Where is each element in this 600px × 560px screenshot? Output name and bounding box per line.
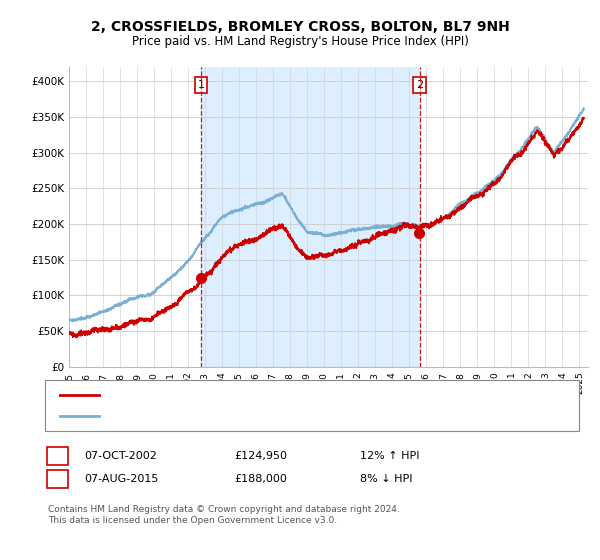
Bar xyxy=(201,67,419,367)
Text: 07-OCT-2002: 07-OCT-2002 xyxy=(84,451,157,461)
Text: 12% ↑ HPI: 12% ↑ HPI xyxy=(360,451,419,461)
Text: 07-AUG-2015: 07-AUG-2015 xyxy=(84,474,158,484)
Text: 1: 1 xyxy=(198,80,205,90)
Text: 1: 1 xyxy=(54,450,61,463)
Text: HPI: Average price, detached house, Bolton: HPI: Average price, detached house, Bolt… xyxy=(105,410,331,421)
Text: £188,000: £188,000 xyxy=(234,474,287,484)
Text: 2: 2 xyxy=(416,80,423,90)
Text: Contains HM Land Registry data © Crown copyright and database right 2024.
This d: Contains HM Land Registry data © Crown c… xyxy=(48,505,400,525)
Text: Price paid vs. HM Land Registry's House Price Index (HPI): Price paid vs. HM Land Registry's House … xyxy=(131,35,469,48)
Text: 2: 2 xyxy=(54,472,61,486)
Text: 2, CROSSFIELDS, BROMLEY CROSS, BOLTON, BL7 9NH (detached house): 2, CROSSFIELDS, BROMLEY CROSS, BOLTON, B… xyxy=(105,390,481,400)
Text: £124,950: £124,950 xyxy=(234,451,287,461)
Text: 2, CROSSFIELDS, BROMLEY CROSS, BOLTON, BL7 9NH: 2, CROSSFIELDS, BROMLEY CROSS, BOLTON, B… xyxy=(91,20,509,34)
Text: 8% ↓ HPI: 8% ↓ HPI xyxy=(360,474,413,484)
